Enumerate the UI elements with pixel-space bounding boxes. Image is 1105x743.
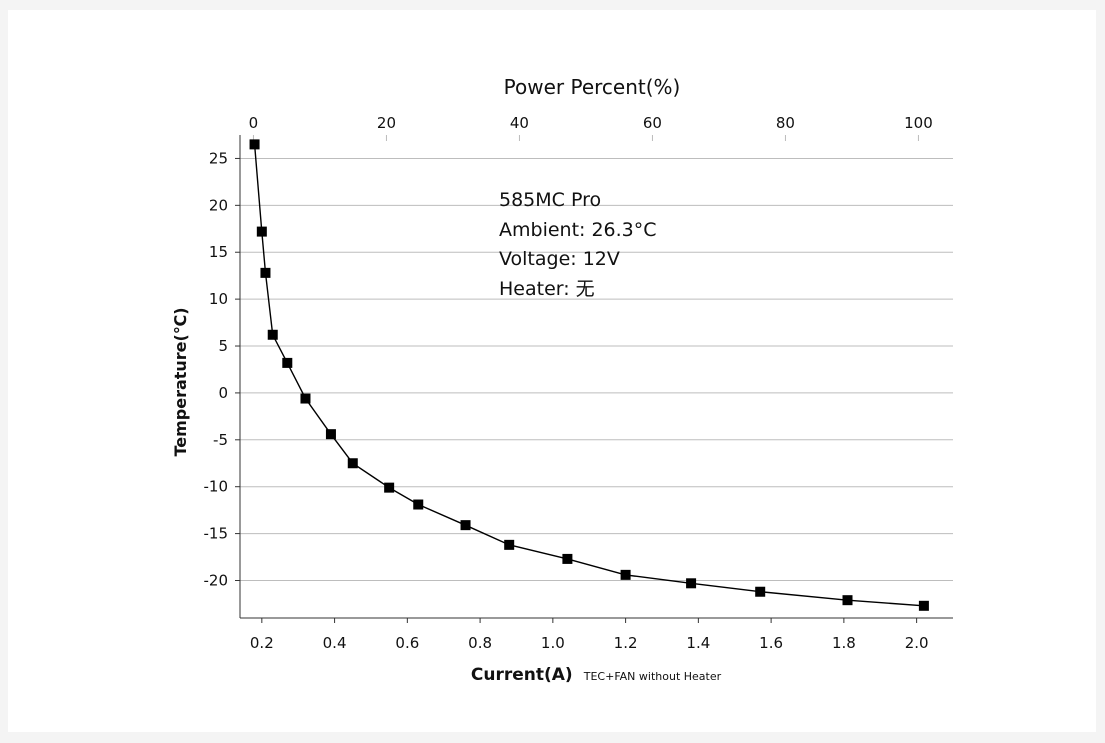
y-tick-labels: 25 20 15 10 5 0 -5 -10 -15 -20 xyxy=(204,149,240,589)
x-axis-title: Current(A) xyxy=(471,665,573,685)
annotation-heater: Heater: 无 xyxy=(499,278,595,300)
top-x-tick-label: 100 xyxy=(904,114,933,132)
data-point xyxy=(755,586,766,597)
data-point xyxy=(562,553,573,564)
data-point xyxy=(842,595,853,606)
data-point xyxy=(249,139,260,150)
annotation-model: 585MC Pro xyxy=(499,189,601,211)
data-point xyxy=(347,458,358,469)
data-point xyxy=(260,267,271,278)
y-tick-label: 20 xyxy=(209,196,228,214)
y-tick-label: -5 xyxy=(213,431,228,449)
chart-card: 25 20 15 10 5 0 -5 -10 -15 -20 0.2 0.4 0.6 0.8 1.0 1.2… xyxy=(8,10,1096,732)
data-point xyxy=(325,429,336,440)
grid-lines xyxy=(240,157,953,581)
data-point xyxy=(282,357,293,368)
annotation-block: 585MC Pro Ambient: 26.3°C Voltage: 12V H… xyxy=(499,189,657,300)
annotation-voltage: Voltage: 12V xyxy=(499,248,620,270)
top-x-tick-label: 40 xyxy=(510,114,529,132)
x-tick-label: 1.8 xyxy=(832,634,856,652)
data-point xyxy=(384,482,395,493)
x-axis-title-group: Current(A) TEC+FAN without Heater xyxy=(471,665,722,685)
x-tick-label: 2.0 xyxy=(905,634,929,652)
y-tick-label: 5 xyxy=(218,337,228,355)
axes xyxy=(239,135,953,619)
temperature-current-chart: 25 20 15 10 5 0 -5 -10 -15 -20 0.2 0.4 0.6 0.8 1.0 1.2… xyxy=(171,75,953,685)
y-tick-label: -10 xyxy=(204,478,229,496)
y-tick-label: -20 xyxy=(204,571,229,589)
y-tick-label: 15 xyxy=(209,243,228,261)
x-tick-label: 1.6 xyxy=(759,634,783,652)
x-tick-label: 1.2 xyxy=(614,634,638,652)
data-point xyxy=(460,520,471,531)
data-point xyxy=(918,600,929,611)
y-tick-label: 25 xyxy=(209,149,228,167)
top-x-tick-label: 0 xyxy=(249,114,259,132)
top-x-tick-label: 60 xyxy=(643,114,662,132)
data-point xyxy=(686,578,697,589)
y-tick-label: -15 xyxy=(204,525,229,543)
data-point xyxy=(256,226,267,237)
data-point xyxy=(413,499,424,510)
y-tick-label: 10 xyxy=(209,290,228,308)
data-point xyxy=(267,329,278,340)
y-tick-label: 0 xyxy=(218,384,228,402)
y-axis-title: Temperature(℃) xyxy=(171,307,190,456)
data-point xyxy=(620,569,631,580)
series-line xyxy=(253,144,924,607)
annotation-ambient: Ambient: 26.3°C xyxy=(499,219,657,241)
data-point xyxy=(504,539,515,550)
x-tick-label: 1.4 xyxy=(686,634,710,652)
x-tick-label: 1.0 xyxy=(541,634,565,652)
data-points xyxy=(249,139,929,611)
top-axis-title: Power Percent(%) xyxy=(504,75,681,99)
top-x-tick-labels: 0 20 40 60 80 100 xyxy=(249,114,933,141)
x-tick-label: 0.2 xyxy=(250,634,274,652)
top-x-tick-label: 80 xyxy=(776,114,795,132)
x-tick-label: 0.4 xyxy=(323,634,347,652)
x-tick-labels: 0.2 0.4 0.6 0.8 1.0 1.2 1.4 1.6 1.8 2.0 xyxy=(250,618,929,652)
top-x-tick-label: 20 xyxy=(377,114,396,132)
x-tick-label: 0.8 xyxy=(468,634,492,652)
data-point xyxy=(300,393,311,404)
x-tick-label: 0.6 xyxy=(395,634,419,652)
x-axis-note: TEC+FAN without Heater xyxy=(583,670,722,683)
